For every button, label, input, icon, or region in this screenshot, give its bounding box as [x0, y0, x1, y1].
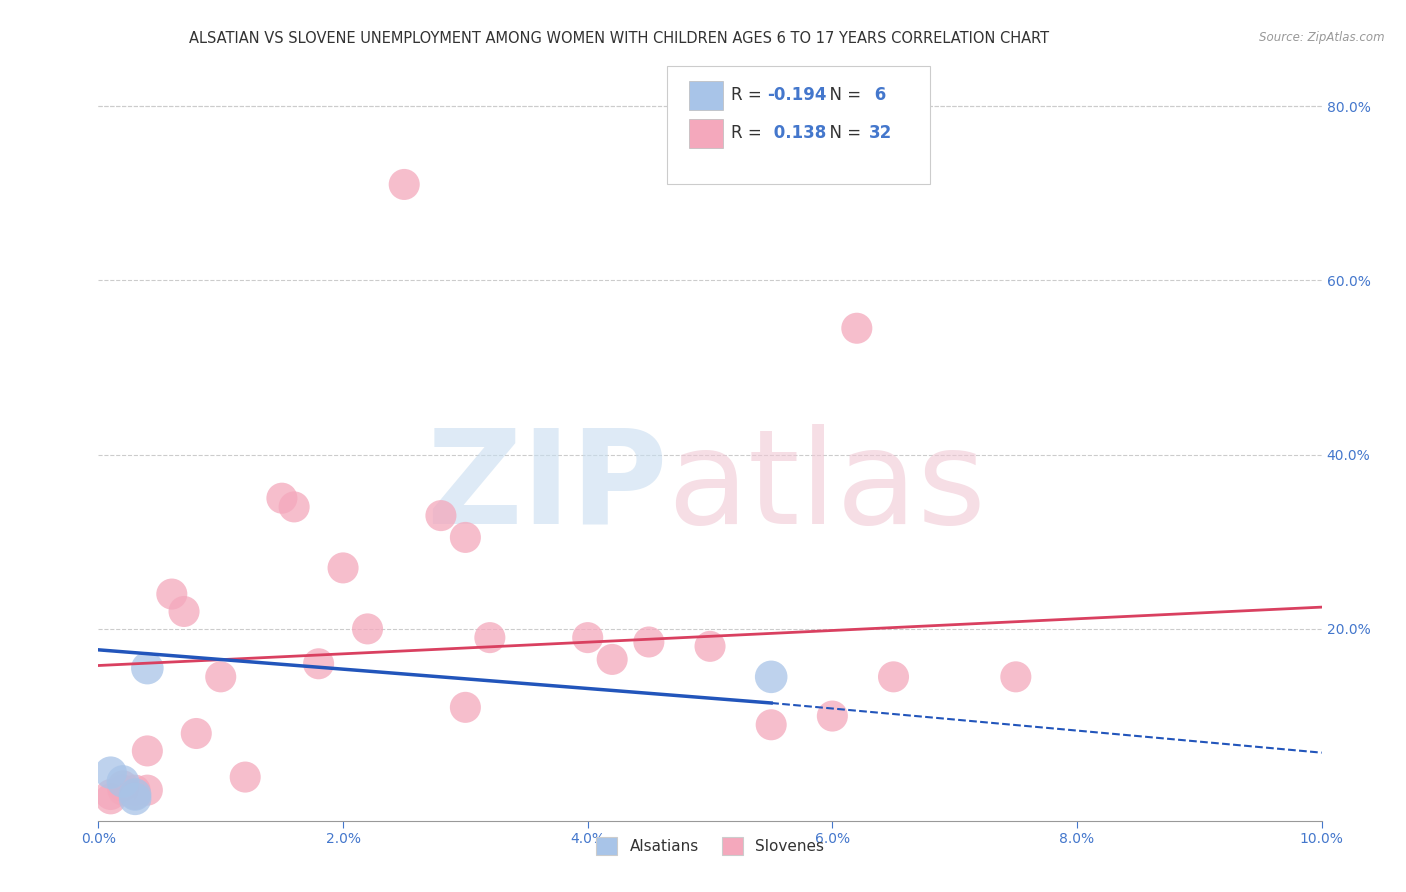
- Point: [186, 726, 208, 740]
- Point: [136, 783, 159, 797]
- Point: [111, 783, 134, 797]
- Point: [124, 783, 146, 797]
- Point: [821, 709, 844, 723]
- Text: 6: 6: [869, 86, 886, 104]
- Point: [332, 561, 354, 575]
- Point: [600, 652, 623, 666]
- Point: [111, 774, 134, 789]
- Text: N =: N =: [818, 86, 866, 104]
- Point: [270, 491, 292, 506]
- Point: [100, 788, 122, 802]
- Point: [430, 508, 453, 523]
- Point: [478, 631, 501, 645]
- Point: [100, 765, 122, 780]
- Point: [233, 770, 256, 784]
- Point: [209, 670, 232, 684]
- Text: ALSATIAN VS SLOVENE UNEMPLOYMENT AMONG WOMEN WITH CHILDREN AGES 6 TO 17 YEARS CO: ALSATIAN VS SLOVENE UNEMPLOYMENT AMONG W…: [188, 31, 1049, 46]
- Point: [283, 500, 305, 514]
- Text: -0.194: -0.194: [768, 86, 827, 104]
- Legend: Alsatians, Slovenes: Alsatians, Slovenes: [588, 830, 832, 863]
- Point: [883, 670, 905, 684]
- Text: ZIP: ZIP: [426, 424, 668, 550]
- FancyBboxPatch shape: [689, 120, 724, 148]
- Point: [124, 792, 146, 806]
- Point: [454, 700, 477, 714]
- Text: atlas: atlas: [668, 424, 986, 550]
- Point: [699, 640, 721, 654]
- Point: [454, 530, 477, 544]
- Point: [637, 635, 661, 649]
- FancyBboxPatch shape: [689, 81, 724, 111]
- Point: [1004, 670, 1026, 684]
- Point: [100, 792, 122, 806]
- Point: [111, 779, 134, 793]
- Point: [759, 718, 782, 732]
- Text: N =: N =: [818, 124, 866, 142]
- Text: R =: R =: [731, 86, 766, 104]
- Point: [124, 788, 146, 802]
- Point: [136, 661, 159, 675]
- FancyBboxPatch shape: [668, 66, 931, 184]
- Point: [392, 178, 416, 192]
- Point: [308, 657, 330, 671]
- Text: 32: 32: [869, 124, 893, 142]
- Text: 0.138: 0.138: [768, 124, 825, 142]
- Point: [845, 321, 868, 335]
- Point: [160, 587, 183, 601]
- Text: Source: ZipAtlas.com: Source: ZipAtlas.com: [1260, 31, 1385, 45]
- Point: [173, 605, 195, 619]
- Point: [576, 631, 599, 645]
- Text: R =: R =: [731, 124, 766, 142]
- Point: [124, 788, 146, 802]
- Point: [136, 744, 159, 758]
- Point: [759, 670, 782, 684]
- Point: [356, 622, 378, 636]
